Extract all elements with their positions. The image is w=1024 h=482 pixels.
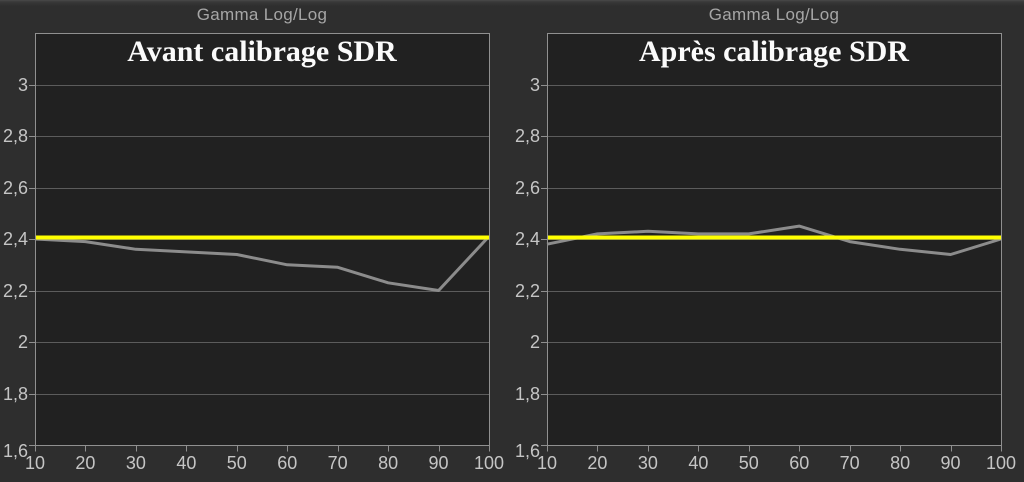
y-tick-label: 2,2 (2, 280, 28, 301)
x-tick-label: 90 (940, 453, 961, 473)
y-tick-label: 2 (17, 332, 28, 352)
x-tick-label: 10 (536, 453, 558, 473)
gamma-curve (34, 235, 491, 292)
chart-type-label: Gamma Log/Log (708, 5, 840, 24)
y-tick-label: 2,6 (514, 177, 540, 198)
gamma-chart-panel-before: Gamma Log/Log Avant calibrage SDR 1,6 1,8… (2, 5, 505, 473)
y-tick-label: 1,8 (514, 383, 540, 404)
y-tick-label: 2,2 (514, 280, 540, 301)
gamma-chart-panel-after: Gamma Log/Log Après calibrage SDR 1,6 1,8… (512, 0, 1024, 482)
x-tick-label: 40 (176, 453, 197, 473)
chart-title-before: Avant calibrage SDR (127, 35, 397, 68)
y-tick-label: 1,6 (514, 441, 540, 461)
y-tick-label: 3 (529, 74, 540, 95)
gamma-curve (546, 224, 1002, 256)
x-tick-label: 60 (789, 453, 810, 473)
chart-type-label: Gamma Log/Log (196, 5, 328, 24)
x-tick-label: 10 (24, 453, 46, 473)
y-tick-label: 2 (529, 332, 540, 352)
x-tick-label: 30 (125, 453, 146, 473)
chart-title-after: Après calibrage SDR (639, 35, 909, 68)
x-tick-label: 40 (688, 453, 709, 473)
y-tick-label: 2,8 (2, 126, 28, 146)
x-tick-label: 80 (378, 453, 399, 473)
x-tick-label: 20 (587, 453, 608, 473)
gamma-plot-before (29, 33, 491, 452)
x-tick-label: 50 (226, 453, 247, 473)
y-tick-label: 2,8 (514, 126, 540, 146)
x-tick-label: 60 (277, 453, 298, 473)
y-tick-label: 2,4 (514, 229, 540, 249)
x-tick-label: 90 (428, 453, 449, 473)
x-tick-label: 30 (637, 453, 658, 473)
x-tick-label: 80 (890, 453, 911, 473)
gamma-plot-after (541, 33, 1002, 452)
x-tick-label: 70 (839, 453, 860, 473)
x-tick-label: 100 (985, 453, 1017, 473)
y-tick-label: 3 (17, 74, 28, 95)
x-tick-label: 70 (327, 453, 348, 473)
y-tick-label: 1,6 (2, 441, 28, 461)
x-tick-label: 20 (75, 453, 96, 473)
x-tick-label: 100 (473, 453, 505, 473)
y-tick-label: 2,6 (2, 177, 28, 198)
y-tick-label: 1,8 (2, 383, 28, 404)
y-tick-label: 2,4 (2, 229, 28, 249)
x-tick-label: 50 (738, 453, 759, 473)
